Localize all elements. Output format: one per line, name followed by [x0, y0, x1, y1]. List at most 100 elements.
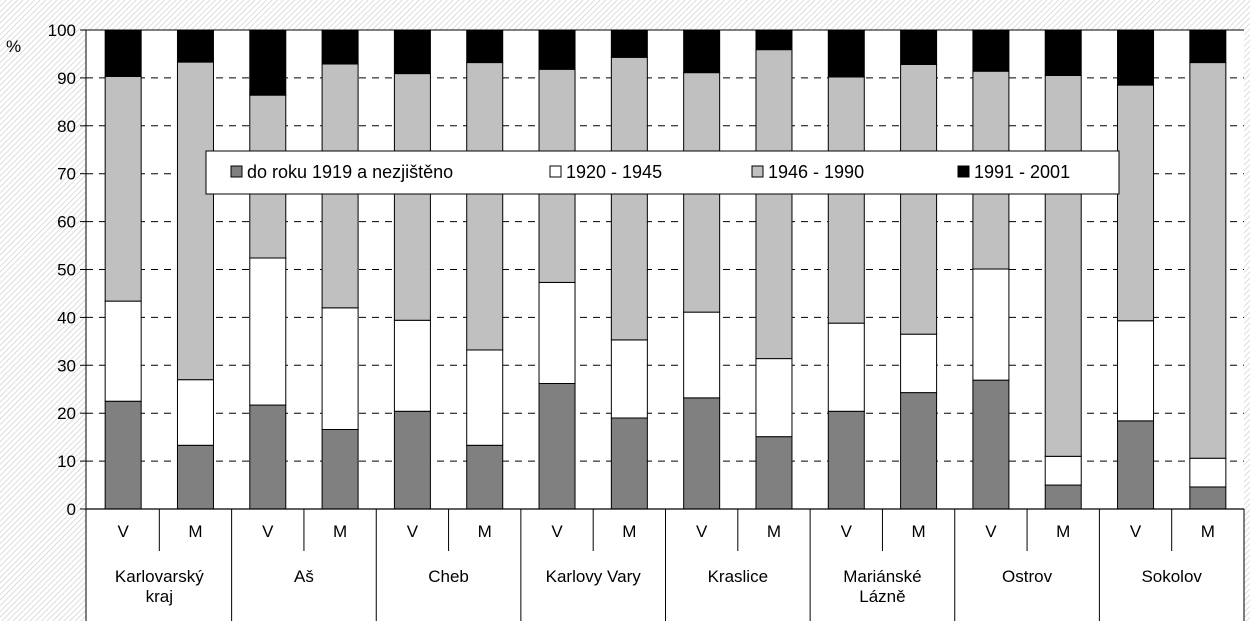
bar-segment-2: [972, 268, 1010, 381]
bar-segment-4: [1044, 29, 1082, 77]
y-axis-unit-label: %: [6, 37, 21, 56]
x-sub-category-label: M: [188, 522, 202, 541]
y-tick-label: 70: [57, 165, 76, 184]
x-sub-category-label: M: [622, 522, 636, 541]
bar-segment-2: [610, 339, 648, 419]
bar-segment-1: [1189, 486, 1227, 510]
x-sub-category-label: V: [1130, 522, 1142, 541]
x-group-label: kraj: [146, 587, 173, 606]
bar-segment-3: [827, 76, 865, 324]
x-sub-category-label: M: [1056, 522, 1070, 541]
bar-segment-4: [755, 29, 793, 51]
x-sub-category-label: V: [985, 522, 997, 541]
bar-segment-2: [827, 322, 865, 412]
bar-segment-4: [249, 29, 287, 96]
x-sub-category-label: M: [912, 522, 926, 541]
bar-segment-1: [755, 436, 793, 510]
legend-swatch: [957, 165, 970, 178]
bar-segment-4: [683, 29, 721, 74]
bar-segment-4: [104, 29, 142, 77]
x-group-label: Aš: [294, 567, 314, 586]
bar-segment-1: [1117, 420, 1155, 510]
bar-segment-1: [972, 379, 1010, 510]
bar-segment-1: [466, 444, 504, 510]
y-tick-label: 30: [57, 356, 76, 375]
bar-segment-4: [1117, 29, 1155, 86]
y-tick-label: 90: [57, 69, 76, 88]
y-tick-label: 100: [48, 21, 76, 40]
x-sub-category-label: V: [407, 522, 419, 541]
x-group-label: Cheb: [428, 567, 469, 586]
bar-segment-2: [249, 257, 287, 406]
bar-segment-3: [104, 75, 142, 302]
y-tick-label: 50: [57, 261, 76, 280]
legend-swatch: [751, 165, 764, 178]
bar-segment-2: [538, 281, 576, 385]
x-group-label: Karlovarský: [115, 567, 204, 586]
bar-segment-2: [1189, 457, 1227, 488]
x-group-label: Lázně: [859, 587, 905, 606]
legend-label: do roku 1919 a nezjištěno: [247, 162, 453, 182]
bar-segment-2: [683, 311, 721, 399]
bar-segment-4: [900, 29, 938, 65]
bar-segment-1: [249, 404, 287, 510]
bar-segment-3: [900, 63, 938, 335]
bar-segment-4: [827, 29, 865, 78]
legend-label: 1946 - 1990: [768, 162, 864, 182]
bar-segment-2: [104, 300, 142, 402]
bar-segment-2: [900, 333, 938, 394]
y-tick-label: 60: [57, 213, 76, 232]
bar-segment-3: [610, 56, 648, 341]
bar-segment-1: [538, 383, 576, 510]
bar-segment-1: [393, 410, 431, 510]
y-tick-label: 10: [57, 452, 76, 471]
x-sub-category-label: M: [333, 522, 347, 541]
bar-segment-1: [321, 428, 359, 510]
y-tick-label: 20: [57, 404, 76, 423]
bar-segment-2: [1044, 455, 1082, 486]
bar-segment-1: [900, 392, 938, 510]
x-sub-category-label: V: [841, 522, 853, 541]
bar-segment-3: [755, 49, 793, 360]
legend-label: 1920 - 1945: [566, 162, 662, 182]
x-sub-category-label: M: [1201, 522, 1215, 541]
bar-segment-2: [176, 379, 214, 446]
bar-segment-2: [1117, 320, 1155, 422]
bar-segment-4: [466, 29, 504, 64]
y-tick-label: 0: [67, 500, 76, 519]
bar-segment-3: [393, 73, 431, 321]
bar-segment-2: [755, 358, 793, 438]
bar-segment-4: [393, 29, 431, 75]
bar-segment-2: [466, 349, 504, 446]
bar-segment-1: [683, 397, 721, 510]
bar-segment-3: [1044, 75, 1082, 457]
bar-segment-1: [610, 417, 648, 510]
bar-segment-2: [321, 307, 359, 430]
bar-segment-3: [1117, 84, 1155, 322]
x-sub-category-label: V: [262, 522, 274, 541]
bar-segment-4: [1189, 29, 1227, 64]
bar-segment-1: [176, 444, 214, 510]
bar-segment-4: [176, 29, 214, 63]
x-group-label: Ostrov: [1002, 567, 1053, 586]
bar-segment-3: [1189, 62, 1227, 459]
bar-segment-4: [972, 29, 1010, 72]
bar-segment-1: [1044, 484, 1082, 510]
x-group-label: Karlovy Vary: [546, 567, 642, 586]
legend-swatch: [230, 165, 243, 178]
legend-label: 1991 - 2001: [974, 162, 1070, 182]
y-tick-label: 80: [57, 117, 76, 136]
bar-segment-3: [176, 61, 214, 381]
x-sub-category-label: V: [696, 522, 708, 541]
x-group-label: Mariánské: [843, 567, 921, 586]
bar-segment-4: [321, 29, 359, 65]
bar-segment-1: [827, 410, 865, 510]
bar-segment-2: [393, 319, 431, 412]
x-sub-category-label: M: [478, 522, 492, 541]
bar-segment-4: [538, 29, 576, 70]
x-sub-category-label: M: [767, 522, 781, 541]
x-sub-category-label: V: [117, 522, 129, 541]
legend-swatch: [549, 165, 562, 178]
bar-segment-4: [610, 29, 648, 58]
